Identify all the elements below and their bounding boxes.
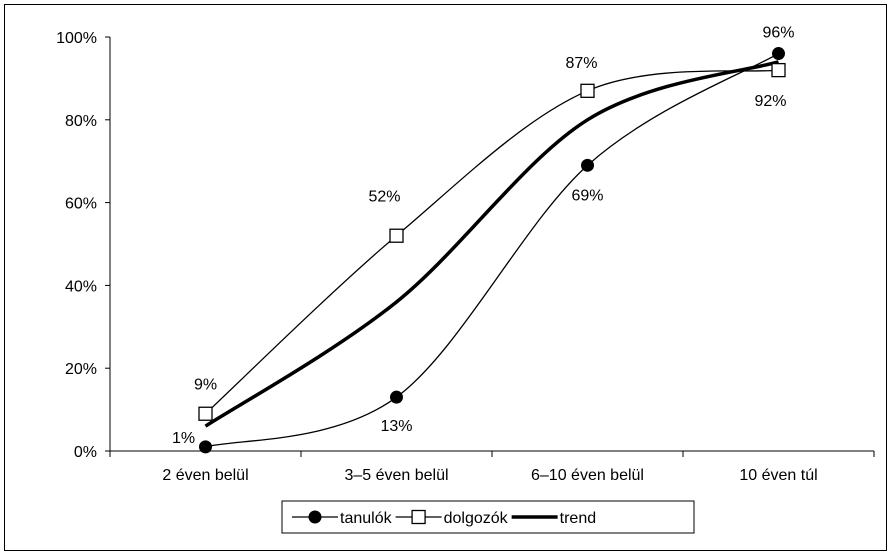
data-label-tanulók: 69% [571,187,603,204]
y-tick-label: 0% [74,444,97,461]
y-tick-label: 100% [56,30,97,47]
chart-frame [4,4,887,551]
data-point-dolgozók [389,228,404,243]
y-tick-label: 60% [65,196,97,213]
legend-label-dolgozók: dolgozók [444,510,509,527]
data-labels: 1% 13% 69% 96% 9% 52% 87% 92% [172,25,795,447]
x-tick-label: 10 éven túl [739,467,817,484]
series-layer [198,47,786,454]
y-tick-label: 80% [65,113,97,130]
data-label-dolgozók: 52% [368,189,400,206]
data-label-dolgozók: 92% [754,93,786,110]
legend-marker-dolgozók [411,509,426,525]
data-label-tanulók: 1% [172,430,195,447]
data-point-tanulók [199,440,212,454]
y-tick-label: 40% [65,278,97,295]
legend-marker-tanulók [308,510,322,524]
legend-box [281,500,695,534]
series-line-tanulók [205,52,779,448]
legend-label-tanulók: tanulók [340,510,393,527]
series-line-trend [204,60,780,428]
data-label-tanulók: 13% [380,418,412,435]
data-label-dolgozók: 87% [565,55,597,72]
axes: 0% 20% 40% 60% 80% 100% 2 éven belül 3–5 éven b… [56,30,875,484]
x-tick-label: 2 éven belül [162,467,248,484]
data-point-dolgozók [198,406,213,421]
legend-label-trend: trend [560,510,596,527]
data-label-dolgozók: 9% [194,377,217,394]
data-point-dolgozók [580,83,595,98]
series-line-dolgozók [205,69,779,415]
data-point-tanulók [772,47,785,61]
legend: tanulók dolgozók trend [281,500,695,534]
y-tick-label: 20% [65,361,97,378]
x-tick-label: 6–10 éven belül [531,467,644,484]
data-point-tanulók [390,390,403,404]
data-point-dolgozók [771,62,786,78]
data-label-tanulók: 96% [762,25,794,42]
data-point-tanulók [581,158,594,172]
x-tick-label: 3–5 éven belül [344,467,448,484]
